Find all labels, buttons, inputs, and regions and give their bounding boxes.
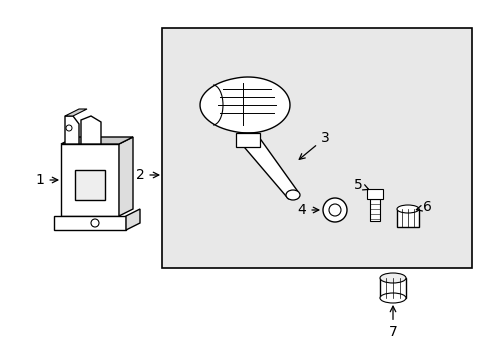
Polygon shape <box>119 137 133 216</box>
Polygon shape <box>243 134 297 199</box>
Polygon shape <box>126 209 140 230</box>
Text: 4: 4 <box>297 203 318 217</box>
Text: 5: 5 <box>353 178 368 192</box>
Ellipse shape <box>285 190 299 200</box>
Ellipse shape <box>396 205 418 213</box>
Polygon shape <box>236 133 260 147</box>
Circle shape <box>323 198 346 222</box>
Polygon shape <box>200 77 289 133</box>
Text: 2: 2 <box>135 168 159 182</box>
Bar <box>75 170 105 200</box>
Text: 7: 7 <box>388 306 397 339</box>
Circle shape <box>66 125 72 131</box>
Polygon shape <box>65 109 87 116</box>
Ellipse shape <box>379 293 405 303</box>
Bar <box>396 209 418 227</box>
Polygon shape <box>65 116 79 144</box>
Bar <box>162 28 471 268</box>
Polygon shape <box>238 133 258 140</box>
Bar <box>369 199 379 221</box>
Polygon shape <box>81 116 101 144</box>
Polygon shape <box>61 137 133 144</box>
Polygon shape <box>61 144 119 216</box>
Text: 1: 1 <box>36 173 58 187</box>
Bar <box>366 189 382 199</box>
Text: 6: 6 <box>415 200 430 214</box>
Polygon shape <box>54 216 126 230</box>
Circle shape <box>328 204 340 216</box>
Ellipse shape <box>379 273 405 283</box>
Circle shape <box>91 219 99 227</box>
Bar <box>379 278 405 298</box>
Text: 3: 3 <box>299 131 329 159</box>
